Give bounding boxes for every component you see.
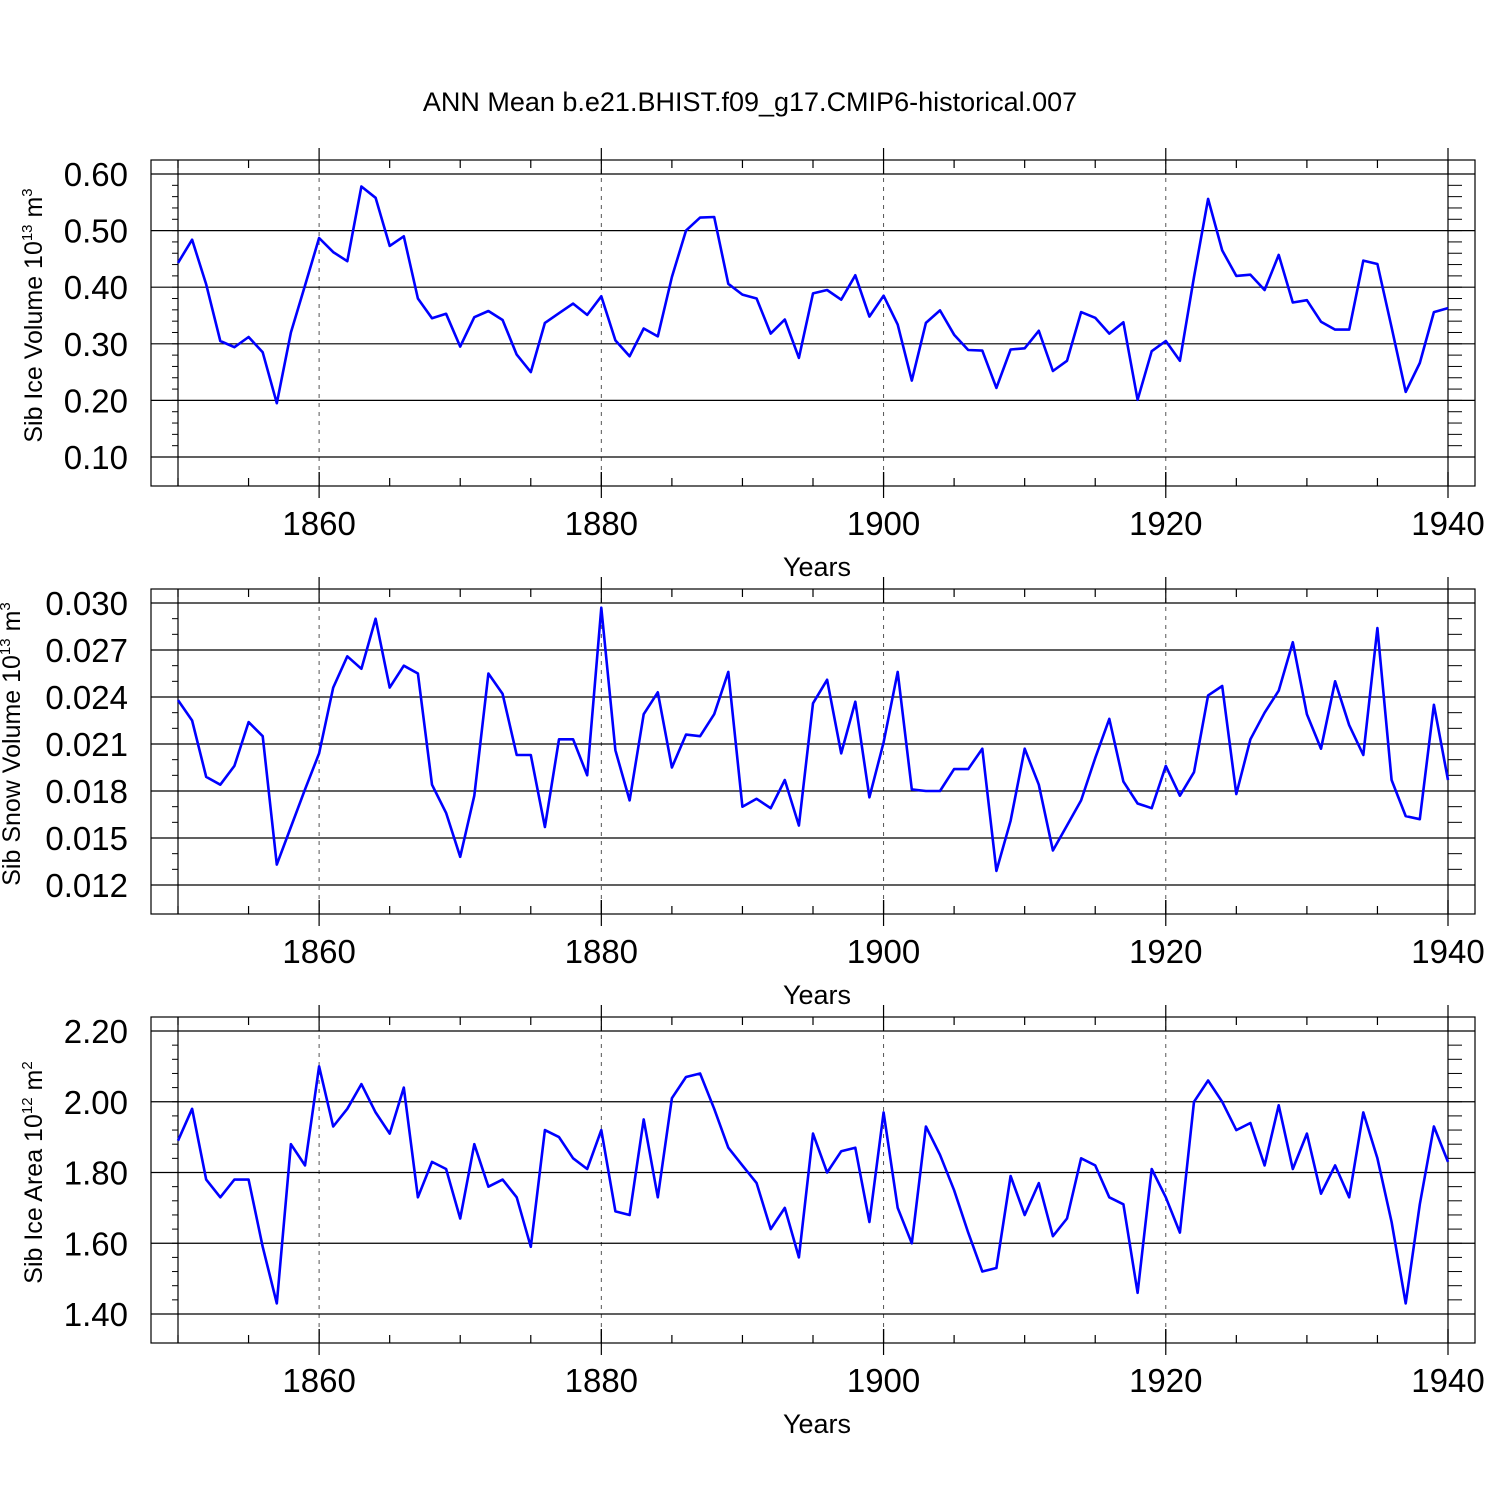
- series-line: [176, 185, 1449, 405]
- y-axis-label-exponent: 13: [19, 224, 36, 241]
- y-axis-label-exponent: 13: [0, 638, 14, 655]
- x-tick-label: 1900: [847, 1362, 920, 1399]
- y-tick-label: 0.021: [45, 726, 128, 763]
- x-tick-label: 1940: [1411, 1362, 1484, 1399]
- series-line: [176, 1065, 1450, 1305]
- plot-frame: [150, 588, 1476, 915]
- y-axis-label: Sib Snow Volume 1013 m3: [0, 602, 26, 886]
- y-axis-label-exponent: 12: [19, 1097, 36, 1114]
- x-tick-label: 1920: [1129, 505, 1202, 542]
- y-tick-label: 0.024: [45, 679, 128, 716]
- x-tick-label: 1920: [1129, 1362, 1202, 1399]
- y-axis-label-text: Sib Snow Volume 10: [0, 655, 26, 886]
- x-axis-label: Years: [783, 1409, 851, 1439]
- series-line: [176, 606, 1450, 873]
- y-tick-label: 0.012: [45, 867, 128, 904]
- y-axis-label: Sib Ice Area 1012 m2: [19, 1061, 48, 1283]
- x-tick-label: 1900: [847, 933, 920, 970]
- y-tick-label: 1.80: [64, 1155, 128, 1192]
- figure-title: ANN Mean b.e21.BHIST.f09_g17.CMIP6-histo…: [423, 87, 1077, 117]
- y-axis-label: Sib Ice Volume 1013 m3: [19, 188, 48, 442]
- x-tick-label: 1940: [1411, 505, 1484, 542]
- y-axis-label-unit-exponent: 3: [19, 188, 36, 196]
- y-axis-label-text: Sib Ice Area 10: [20, 1114, 48, 1284]
- y-tick-label: 0.60: [64, 156, 128, 193]
- y-tick-label: 0.20: [64, 382, 128, 419]
- y-tick-label: 0.030: [45, 585, 128, 622]
- plot-frame: [150, 1016, 1476, 1344]
- y-axis-label-unit: m: [20, 197, 48, 225]
- panel-sib-snow-volume: 1860 1880 1900 1920 1940 Years 0.012 0.015 0.018…: [0, 577, 1485, 1010]
- y-tick-label: 0.50: [64, 213, 128, 250]
- panel-sib-ice-volume: 1860 1880 1900 1920 1940 Years 0.10 0.20 0.30 0.4…: [19, 148, 1485, 582]
- x-tick-label: 1860: [282, 1362, 355, 1399]
- x-axis-label: Years: [783, 552, 851, 582]
- y-tick-label: 0.10: [64, 439, 128, 476]
- x-tick-label: 1900: [847, 505, 920, 542]
- y-tick-label: 0.018: [45, 773, 128, 810]
- plot-frame: [150, 159, 1476, 487]
- x-tick-label: 1940: [1411, 933, 1484, 970]
- y-tick-label: 0.015: [45, 820, 128, 857]
- x-tick-label: 1860: [282, 933, 355, 970]
- y-axis-label-unit-exponent: 3: [0, 602, 14, 610]
- y-tick-label: 2.00: [64, 1084, 128, 1121]
- y-tick-label: 1.60: [64, 1225, 128, 1262]
- y-axis-label-unit: m: [20, 1070, 48, 1098]
- y-tick-label: 2.20: [64, 1013, 128, 1050]
- y-tick-label: 1.40: [64, 1296, 128, 1333]
- x-tick-label: 1880: [565, 1362, 638, 1399]
- x-axis-label: Years: [783, 980, 851, 1010]
- panel-sib-ice-area: 1860 1880 1900 1920 1940 Years 1.40 1.60 1.80 2.0…: [19, 1005, 1485, 1439]
- y-tick-label: 0.027: [45, 632, 128, 669]
- x-tick-label: 1880: [565, 933, 638, 970]
- y-axis-label-text: Sib Ice Volume 10: [20, 241, 48, 443]
- y-axis-label-unit-exponent: 2: [19, 1061, 36, 1069]
- x-tick-label: 1860: [282, 505, 355, 542]
- y-axis-label-unit: m: [0, 611, 26, 639]
- x-tick-label: 1880: [565, 505, 638, 542]
- y-tick-label: 0.30: [64, 326, 128, 363]
- y-tick-label: 0.40: [64, 269, 128, 306]
- x-tick-label: 1920: [1129, 933, 1202, 970]
